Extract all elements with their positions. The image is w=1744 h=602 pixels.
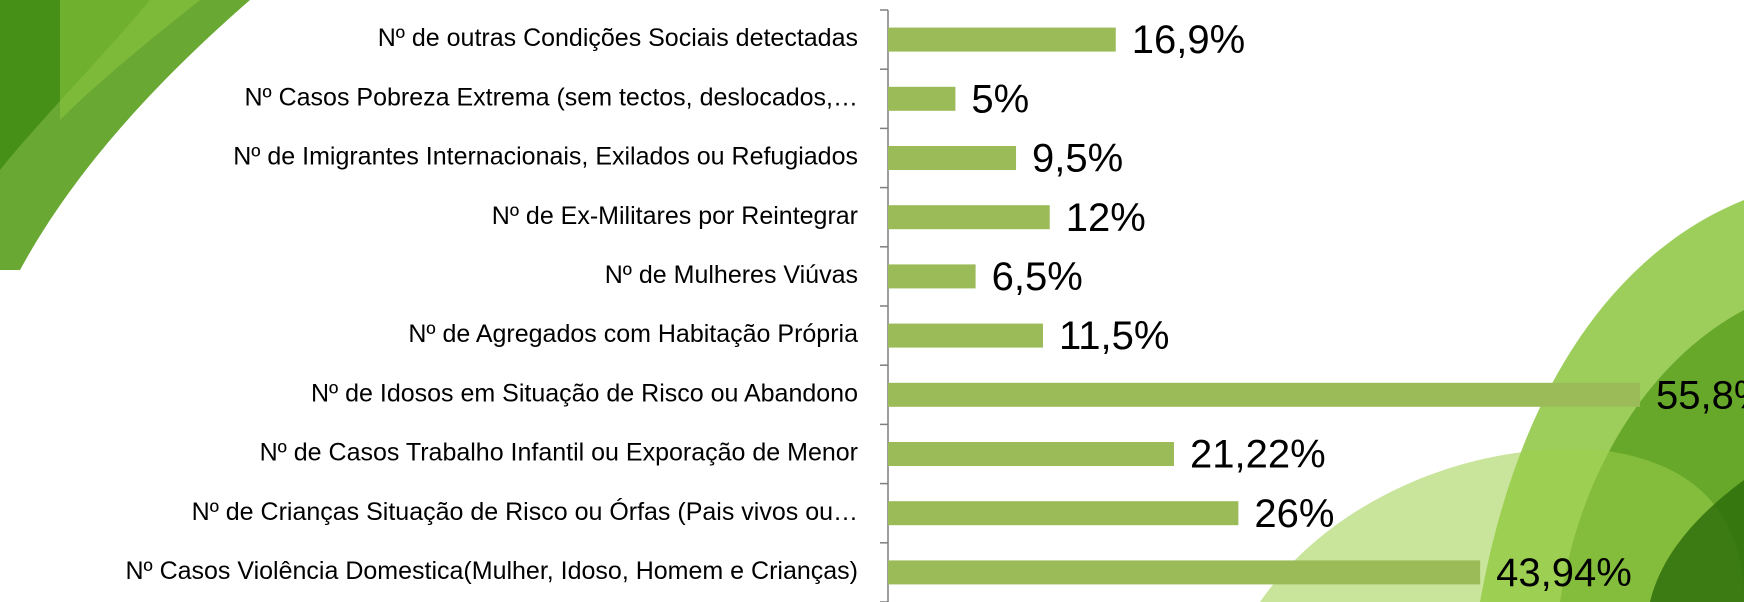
bar (888, 146, 1017, 170)
category-label: Nº de Agregados com Habitação Própria (408, 320, 858, 348)
data-label: 6,5% (992, 255, 1083, 299)
data-label: 21,22% (1190, 433, 1326, 477)
bar (888, 501, 1239, 526)
bar (888, 27, 1116, 52)
category-label: Nº de outras Condições Sociais detectada… (378, 24, 858, 52)
bar (888, 264, 976, 289)
data-label: 43,94% (1496, 551, 1632, 595)
bar (888, 382, 1640, 407)
bar (888, 442, 1174, 466)
category-label: Nº Casos Pobreza Extrema (sem tectos, de… (244, 83, 858, 111)
bar (888, 560, 1481, 585)
category-label: Nº de Casos Trabalho Infantil ou Exporaç… (260, 439, 858, 467)
category-label: Nº Casos Violência Domestica(Mulher, Ido… (125, 557, 858, 585)
data-label: 5% (971, 77, 1029, 121)
data-label: 9,5% (1032, 137, 1123, 181)
category-label: Nº de Mulheres Viúvas (605, 261, 858, 289)
bar (888, 86, 956, 111)
bar (888, 205, 1050, 230)
data-label: 12% (1066, 196, 1146, 240)
category-label: Nº de Imigrantes Internacionais, Exilado… (233, 143, 858, 171)
data-label: 55,8% (1656, 373, 1744, 417)
data-label: 16,9% (1132, 18, 1245, 62)
category-label: Nº de Crianças Situação de Risco ou Órfa… (192, 497, 858, 526)
bar (888, 323, 1043, 348)
data-label: 26% (1254, 492, 1334, 536)
category-label: Nº de Idosos em Situação de Risco ou Aba… (311, 379, 858, 407)
category-label: Nº de Ex-Militares por Reintegrar (492, 202, 858, 230)
data-label: 11,5% (1059, 314, 1169, 358)
